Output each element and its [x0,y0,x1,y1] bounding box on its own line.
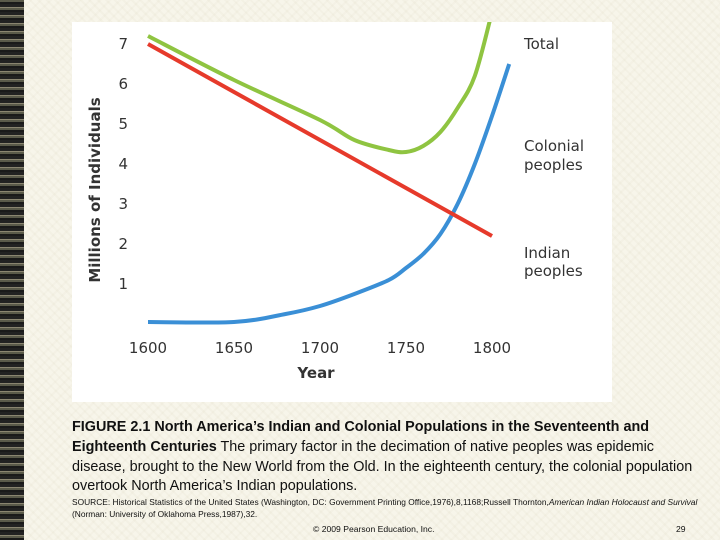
chart-canvas: 1 2 3 4 5 6 7 1600 1650 1700 1750 1800 Total Coloni… [86,22,584,382]
y-tick-label: 6 [118,75,128,93]
y-axis-title: Millions of Individuals [86,97,104,282]
series-colonial-line [147,63,512,325]
page-number: 29 [676,524,686,534]
source-book-title: American Indian Holocaust and Survival [548,497,698,507]
label-indian-line2: peoples [524,262,583,280]
x-tick-label: 1800 [473,339,511,357]
source-suffix: (Norman: University of Oklahoma Press,19… [72,509,258,519]
y-tick-label: 1 [118,275,128,293]
y-tick-label: 5 [118,115,128,133]
slide-footer: © 2009 Pearson Education, Inc. 29 [0,524,720,538]
series-indian-line [147,42,493,238]
x-axis-title: Year [296,364,335,382]
figure-caption: FIGURE 2.1 North America’s Indian and Co… [72,418,698,497]
x-tick-label: 1750 [387,339,425,357]
label-total: Total [523,35,559,53]
figure-title: FIGURE 2.1 North America’s Indian and Co… [72,419,650,455]
x-tick-label: 1700 [301,339,339,357]
y-tick-label: 7 [118,35,128,53]
source-prefix: SOURCE: Historical Statistics of the Uni… [72,497,549,507]
x-tick-label: 1650 [215,339,253,357]
population-chart: 1 2 3 4 5 6 7 1600 1650 1700 1750 1800 Total Coloni… [72,22,612,402]
copyright-notice: © 2009 Pearson Education, Inc. [313,524,435,534]
source-citation: SOURCE: Historical Statistics of the Uni… [72,496,698,520]
y-tick-label: 2 [118,235,128,253]
y-tick-label: 3 [118,195,128,213]
figure-description: The primary factor in the decimation of … [72,438,693,495]
series-total-line [147,22,492,155]
x-tick-label: 1600 [129,339,167,357]
decorative-left-strip [0,0,24,540]
y-tick-label: 4 [118,155,128,173]
label-colonial-line2: peoples [524,156,583,174]
label-colonial-line1: Colonial [524,137,584,155]
label-indian-line1: Indian [524,244,570,262]
